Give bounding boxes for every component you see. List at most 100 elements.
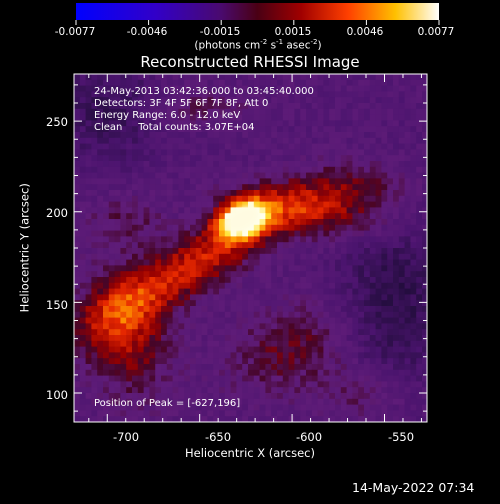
heatmap-cell <box>230 265 237 272</box>
heatmap-cell <box>201 108 208 116</box>
heatmap-cell <box>416 306 423 313</box>
heatmap-cell <box>288 242 295 249</box>
heatmap-cell <box>271 317 278 324</box>
heatmap-cell <box>201 369 208 377</box>
heatmap-cell <box>178 219 185 226</box>
heatmap-cell <box>410 178 417 185</box>
heatmap-cell <box>178 323 185 330</box>
heatmap-cell <box>143 369 150 377</box>
heatmap-cell <box>294 108 301 116</box>
heatmap-cell <box>300 346 307 353</box>
heatmap-cell <box>132 282 139 290</box>
heatmap-cell <box>253 410 261 417</box>
heatmap-cell <box>387 282 394 290</box>
heatmap-cell <box>161 364 168 371</box>
heatmap-cell <box>242 143 249 150</box>
heatmap-cell <box>340 132 348 139</box>
heatmap-cell <box>149 329 156 336</box>
heatmap-cell <box>393 137 400 145</box>
heatmap-cell <box>120 346 127 353</box>
heatmap-cell <box>265 410 272 417</box>
heatmap-cell <box>207 381 214 388</box>
heatmap-cell <box>230 85 237 92</box>
heatmap-cell <box>335 375 342 382</box>
heatmap-cell <box>132 184 139 191</box>
heatmap-cell <box>352 369 359 377</box>
heatmap-cell <box>375 352 382 359</box>
heatmap-cell <box>329 184 336 191</box>
heatmap-cell <box>219 207 226 214</box>
heatmap-cell <box>74 120 81 127</box>
heatmap-cell <box>161 184 168 191</box>
heatmap-cell <box>85 335 92 342</box>
heatmap-cell <box>195 352 203 359</box>
heatmap-cell <box>369 242 377 249</box>
heatmap-cell <box>230 132 237 139</box>
heatmap-cell <box>422 74 427 81</box>
heatmap-cell <box>369 97 377 104</box>
heatmap-cell <box>155 236 162 243</box>
heatmap-cell <box>166 329 174 336</box>
heatmap-cell <box>300 323 307 330</box>
heatmap-cell <box>253 300 261 307</box>
heatmap-cell <box>300 329 307 336</box>
heatmap-cell <box>306 201 313 208</box>
heatmap-cell <box>300 155 307 162</box>
heatmap-cell <box>311 294 319 301</box>
heatmap-cell <box>132 207 139 214</box>
heatmap-cell <box>398 311 406 319</box>
heatmap-cell <box>230 369 237 377</box>
heatmap-cell <box>300 259 307 266</box>
heatmap-cell <box>387 172 394 179</box>
heatmap-cell <box>393 201 400 208</box>
heatmap-cell <box>120 352 127 359</box>
heatmap-cell <box>143 329 150 336</box>
heatmap-cell <box>294 195 301 203</box>
heatmap-cell <box>166 288 174 295</box>
heatmap-cell <box>172 172 179 179</box>
heatmap-cell <box>416 230 423 237</box>
heatmap-cell <box>404 294 411 301</box>
heatmap-cell <box>288 259 295 266</box>
heatmap-cell <box>178 190 185 197</box>
heatmap-cell <box>155 259 162 266</box>
heatmap-cell <box>108 120 116 127</box>
heatmap-cell <box>271 346 278 353</box>
heatmap-cell <box>213 294 220 301</box>
heatmap-cell <box>108 85 116 92</box>
heatmap-cell <box>103 271 110 278</box>
heatmap-cell <box>178 393 185 400</box>
heatmap-cell <box>375 358 382 365</box>
heatmap-cell <box>300 410 307 417</box>
heatmap-cell <box>126 271 133 278</box>
heatmap-cell <box>126 166 133 174</box>
heatmap-cell <box>387 219 394 226</box>
heatmap-cell <box>317 294 324 301</box>
heatmap-cell <box>161 242 168 249</box>
heatmap-cell <box>335 404 342 411</box>
heatmap-cell <box>387 143 394 150</box>
heatmap-cell <box>248 132 255 139</box>
heatmap-cell <box>190 335 197 342</box>
heatmap-cell <box>178 404 185 411</box>
heatmap-cell <box>404 230 411 237</box>
heatmap-cell <box>213 103 220 110</box>
heatmap-cell <box>340 213 348 220</box>
heatmap-cell <box>207 91 214 98</box>
heatmap-cell <box>346 393 353 400</box>
heatmap-cell <box>311 248 319 255</box>
heatmap-cell <box>103 103 110 110</box>
heatmap-cell <box>79 149 87 156</box>
heatmap-cell <box>201 224 208 232</box>
heatmap-cell <box>219 387 226 394</box>
heatmap-cell <box>155 416 162 422</box>
heatmap-cell <box>335 340 342 348</box>
heatmap-cell <box>120 265 127 272</box>
heatmap-cell <box>190 74 197 81</box>
heatmap-cell <box>242 74 249 81</box>
heatmap-cell <box>335 143 342 150</box>
heatmap-cell <box>404 114 411 121</box>
heatmap-cell <box>306 236 313 243</box>
heatmap-cell <box>329 271 336 278</box>
heatmap-cell <box>404 346 411 353</box>
